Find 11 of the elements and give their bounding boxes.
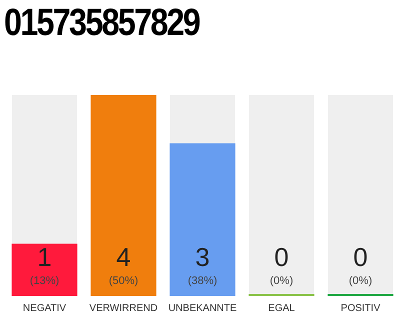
- data-label: 0 (0%): [348, 242, 372, 287]
- x-tick-label: EGAL: [268, 302, 296, 314]
- data-label: 1 (13%): [30, 242, 60, 287]
- data-label: 0 (0%): [270, 242, 294, 287]
- chart-title: 015735857829: [4, 2, 200, 45]
- x-tick-label: VERWIRREND: [89, 302, 158, 314]
- data-label: 3 (38%): [188, 242, 218, 287]
- data-label: 4 (50%): [108, 242, 138, 287]
- x-tick-label: POSITIV: [340, 302, 381, 314]
- x-tick-label: NEGATIV: [22, 302, 66, 314]
- x-tick-label: UNBEKANNTE: [168, 302, 237, 314]
